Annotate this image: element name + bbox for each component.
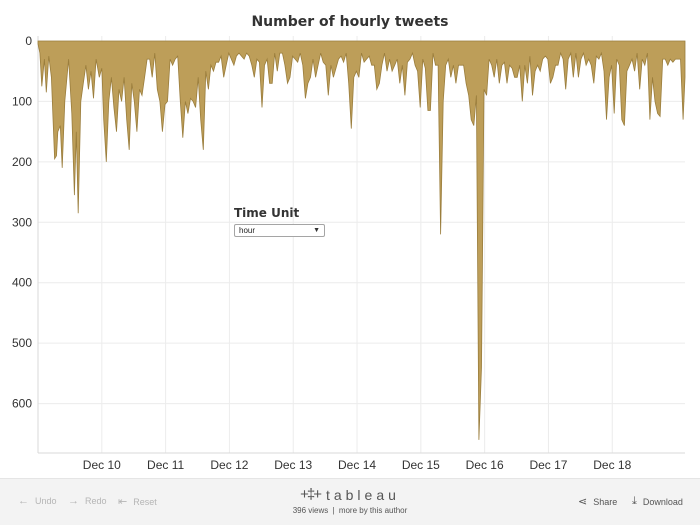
- time-unit-label: Time Unit: [234, 206, 300, 220]
- undo-button[interactable]: ← Undo: [18, 495, 57, 507]
- reset-button[interactable]: ⇤ Reset: [118, 495, 157, 508]
- y-tick-label: 0: [25, 34, 32, 48]
- views-line: 396 views | more by this author: [0, 506, 700, 515]
- x-tick-label: Dec 10: [83, 458, 121, 472]
- x-tick-label: Dec 17: [529, 458, 567, 472]
- author-link[interactable]: more by this author: [338, 506, 408, 515]
- time-unit-value: hour: [239, 226, 256, 235]
- download-label: Download: [642, 496, 683, 507]
- arrow-left-icon: ←: [18, 495, 29, 507]
- download-icon: ⤓: [632, 495, 637, 507]
- reset-icon: ⇤: [118, 496, 128, 508]
- x-tick-label: Dec 12: [210, 458, 248, 472]
- y-tick-label: 100: [12, 94, 32, 108]
- brand-wordmark: tableau: [325, 486, 400, 503]
- chart-title: Number of hourly tweets: [251, 14, 449, 30]
- toolbar: ← Undo → Redo ⇤ Reset +‡+ tableau 396 vi…: [0, 478, 700, 525]
- y-tick-label: 300: [12, 215, 32, 229]
- redo-button[interactable]: → Redo: [68, 495, 107, 507]
- y-tick-label: 600: [12, 397, 32, 411]
- x-tick-label: Dec 16: [466, 458, 504, 472]
- tweets-area-series: [37, 40, 686, 440]
- share-button[interactable]: ⋖ Share: [578, 495, 617, 508]
- time-unit-select[interactable]: hour ▼: [234, 224, 325, 237]
- x-tick-label: Dec 15: [402, 458, 440, 472]
- views-count: 396 views: [292, 506, 329, 515]
- redo-label: Redo: [85, 496, 107, 506]
- dropdown-arrow-icon: ▼: [313, 227, 320, 234]
- arrow-right-icon: →: [68, 495, 79, 507]
- tableau-logo-icon: +‡+: [300, 486, 322, 503]
- share-icon: ⋖: [578, 496, 588, 508]
- x-tick-label: Dec 14: [338, 458, 376, 472]
- y-tick-label: 200: [12, 155, 32, 169]
- reset-label: Reset: [133, 496, 157, 507]
- download-button[interactable]: ⤓ Download: [632, 495, 683, 508]
- x-tick-label: Dec 11: [147, 458, 184, 472]
- tableau-link[interactable]: +‡+ tableau: [300, 486, 400, 503]
- share-label: Share: [593, 496, 618, 507]
- brand: +‡+ tableau 396 views | more by this aut…: [0, 486, 700, 515]
- undo-label: Undo: [35, 496, 57, 506]
- chart: 0 100 200 300 400 500 600 Dec 10 Dec 11 Dec 12 Dec…: [12, 34, 686, 472]
- viz-area: Number of hourly tweets 0 100 200 300 400 500…: [12, 14, 686, 472]
- x-tick-label: Dec 18: [593, 458, 631, 472]
- y-tick-label: 400: [12, 276, 32, 290]
- views-separator: |: [332, 506, 335, 515]
- time-unit-filter: Time Unit hour ▼: [234, 206, 325, 237]
- x-tick-label: Dec 13: [274, 458, 312, 472]
- y-tick-label: 500: [12, 336, 32, 350]
